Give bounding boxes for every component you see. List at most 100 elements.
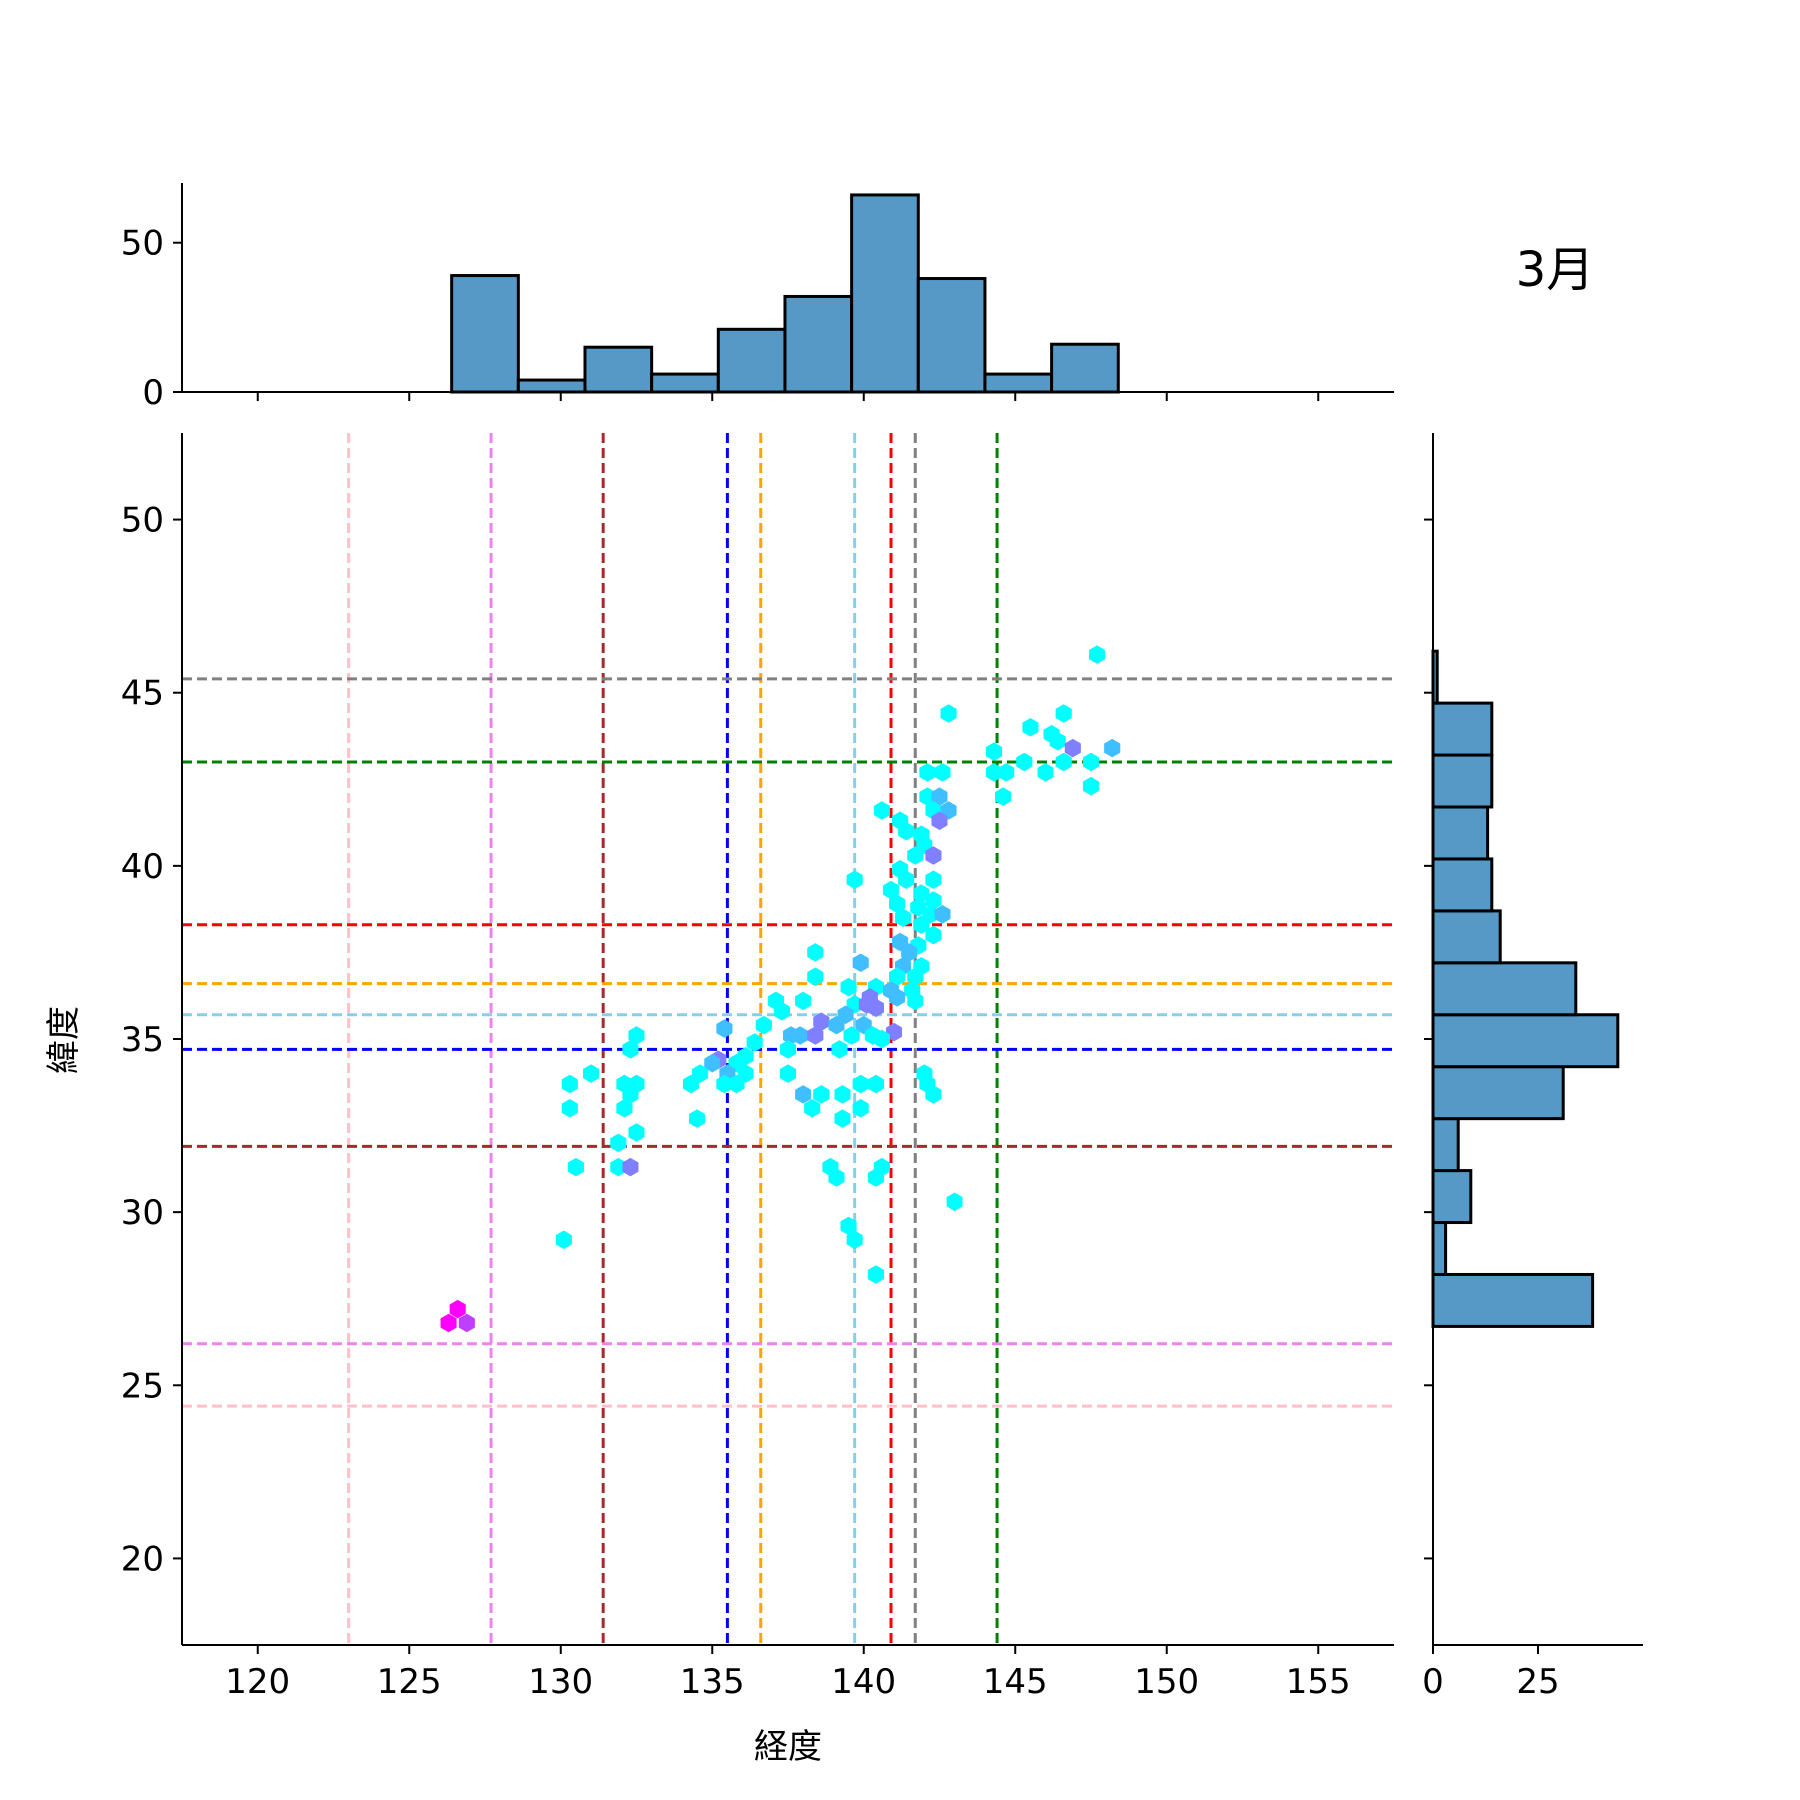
joint-axes: 120 125 130 135 140 145 150 155 20 25 30 35 40 45 50	[121, 433, 1394, 1702]
hexbin-cell	[919, 763, 936, 782]
hexbin-cell	[807, 943, 824, 962]
hexbin-cell	[1049, 731, 1066, 751]
hexbin-cell	[907, 991, 924, 1011]
hexbin-cell	[889, 988, 906, 1007]
hexbin-cell	[628, 1123, 645, 1142]
marginal-y-count-tick-label: 0	[1422, 1662, 1444, 1702]
x-tick-label: 125	[377, 1662, 442, 1702]
hexbin-cell	[867, 998, 884, 1018]
marginal-y-bars	[1431, 649, 1620, 1328]
hexbin-cell	[913, 915, 930, 934]
hexbin-cell	[807, 967, 824, 986]
hexbin-cell	[616, 1099, 633, 1118]
hexbin-cell	[934, 905, 951, 924]
marginal-x-bar	[850, 193, 920, 394]
hexbin-cells	[440, 645, 1121, 1333]
marginal-y-bar	[1431, 701, 1494, 757]
marginal-y-bar	[1431, 1013, 1620, 1069]
hexbin-cell	[931, 811, 948, 831]
x-tick-label: 135	[680, 1662, 745, 1702]
marginal-x-bar	[916, 277, 987, 394]
hexbin-cell	[873, 801, 890, 820]
x-tick-label: 150	[1134, 1662, 1199, 1702]
hexbin-cell	[804, 1099, 821, 1118]
hexbin-cell	[867, 1265, 884, 1284]
marginal-y-bar	[1431, 1169, 1473, 1225]
hexbin-cell	[867, 1074, 884, 1094]
x-axis-label: 経度	[754, 1727, 822, 1767]
hexbin-cell	[779, 1040, 797, 1059]
hexbin-cell	[813, 1085, 830, 1104]
hexbin-cell	[828, 1168, 845, 1187]
hexbin-cell	[934, 763, 951, 782]
marginal-x-bars	[450, 193, 1120, 394]
hexbin-cell	[998, 763, 1015, 782]
hexbin-cell	[834, 1109, 851, 1128]
chart-title: 3月	[1516, 242, 1595, 298]
hexbin-cell	[946, 1192, 963, 1212]
y-tick-label: 20	[121, 1539, 164, 1579]
hexbin-cell	[907, 846, 924, 865]
y-tick-label: 35	[121, 1020, 164, 1060]
hexbin-cell	[846, 870, 863, 889]
hexbin-cell	[728, 1074, 745, 1094]
hexbin-cell	[755, 1015, 772, 1035]
marginal-x-bar	[583, 345, 654, 394]
hexbin-cell	[873, 1029, 890, 1049]
marginal-y-histogram: 0 25	[1422, 433, 1643, 1702]
hexbin-cell	[610, 1133, 627, 1153]
hexbin-cell	[689, 1109, 706, 1128]
hexbin-cell	[843, 1026, 860, 1045]
marginal-x-bar	[716, 327, 787, 394]
hexbin-cell	[807, 1026, 824, 1045]
hexbin-cell	[828, 1015, 845, 1035]
hexbin-cell	[995, 787, 1012, 806]
hexbin-cell	[1016, 752, 1033, 772]
hexbin-cell	[1089, 645, 1106, 664]
hexbin-cell	[795, 991, 812, 1011]
hexbin-cell	[458, 1313, 475, 1333]
hexbin-cell	[1082, 776, 1100, 796]
hexbin-cell	[555, 1230, 572, 1250]
hexbin-cell	[773, 1002, 790, 1021]
hexbin-cell	[1082, 752, 1100, 772]
hexbin-cell	[682, 1074, 700, 1094]
hexbin-cell	[567, 1157, 584, 1177]
hexbin-cell	[449, 1299, 466, 1319]
y-tick-label: 45	[121, 674, 164, 714]
hexbin-cell	[852, 953, 869, 973]
marginal-y-bar	[1431, 753, 1494, 809]
hexbin-cell	[925, 870, 942, 889]
hexbin-cell	[925, 846, 942, 865]
hexbin-cell	[898, 870, 915, 889]
hexbin-cell	[985, 742, 1003, 761]
marginal-y-bar	[1431, 857, 1494, 913]
marginal-x-bar	[516, 378, 587, 394]
hexbin-cell	[852, 1099, 869, 1118]
hexbin-cell	[886, 1022, 903, 1042]
marginal-x-count-tick-label: 50	[121, 224, 164, 264]
hexbin-cell	[561, 1099, 578, 1118]
marginal-y-count-tick-label: 25	[1516, 1662, 1559, 1702]
hexbin-cell	[1055, 704, 1072, 723]
y-tick-label: 30	[121, 1193, 164, 1233]
joint-panel: 120 125 130 135 140 145 150 155 20 25 30 35 40 45 50 経…	[44, 433, 1394, 1767]
hexbin-cell	[925, 925, 942, 945]
x-tick-label: 140	[831, 1662, 896, 1702]
hexbin-cell	[910, 898, 927, 917]
x-tick-label: 155	[1286, 1662, 1351, 1702]
y-tick-label: 25	[121, 1366, 164, 1406]
y-tick-label: 50	[121, 501, 164, 541]
marginal-y-bar	[1431, 805, 1490, 861]
marginal-x-bar	[450, 274, 520, 394]
hexbin-cell	[440, 1313, 457, 1333]
marginal-x-histogram: 0 50	[121, 183, 1394, 413]
hexbin-cell	[925, 1085, 942, 1104]
marginal-x-bar	[1050, 342, 1120, 394]
hexbin-cell	[795, 1085, 812, 1104]
hexbin-cell	[831, 1040, 848, 1059]
hexbin-cell	[1037, 763, 1054, 782]
hexbin-cell	[867, 1168, 884, 1187]
hexbin-cell	[716, 1019, 733, 1038]
